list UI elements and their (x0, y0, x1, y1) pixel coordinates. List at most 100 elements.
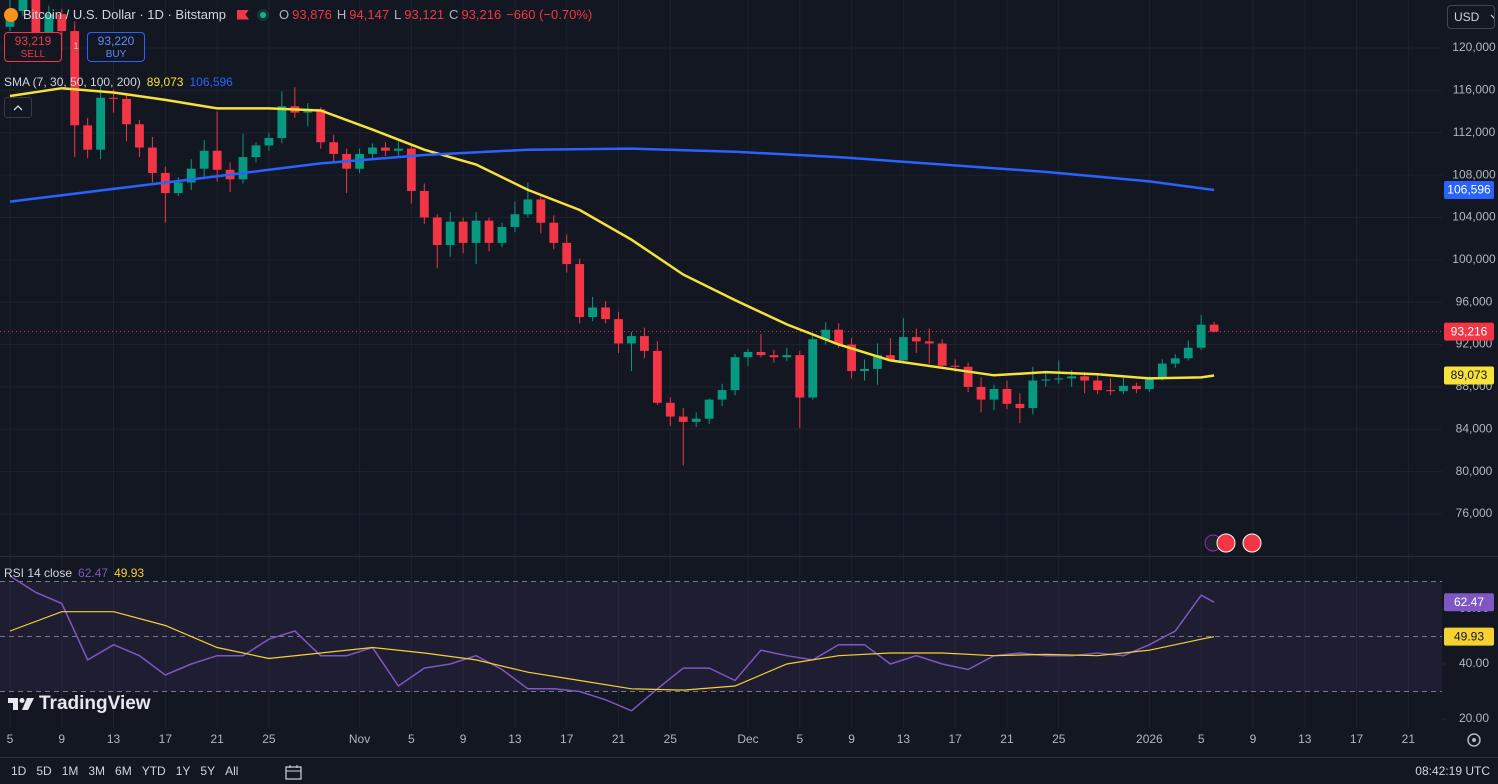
chevron-icon (13, 105, 23, 111)
candle-body (769, 355, 779, 358)
candle-body (562, 242, 572, 265)
x-tick-label: 21 (210, 732, 224, 746)
buy-button[interactable]: 93,220 BUY (87, 32, 145, 62)
candle-body (432, 217, 442, 245)
spread: 1 (73, 41, 79, 51)
last-price: 93,216 (1451, 324, 1488, 338)
candle-body (173, 182, 183, 194)
price-pane (5, 0, 1219, 466)
y-tick-label: 80,000 (1456, 464, 1493, 478)
candle-body (251, 145, 261, 158)
x-tick-label: 17 (560, 732, 574, 746)
axes: 76,00080,00084,00088,00092,00096,000100,… (7, 40, 1496, 746)
legend-value: 49.93 (114, 566, 145, 580)
candle-body (497, 226, 507, 243)
date-range-icon[interactable] (284, 764, 304, 780)
y-tick-label: 76,000 (1456, 506, 1493, 520)
candle-body (1106, 390, 1115, 392)
x-tick-label: 13 (107, 732, 121, 746)
candle-body (109, 97, 118, 99)
candle-body (665, 402, 675, 417)
range-button[interactable]: 1D (6, 764, 31, 778)
x-tick-label: 13 (897, 732, 911, 746)
candle-body (950, 365, 960, 367)
logo[interactable]: TradingView (8, 693, 151, 715)
range-button[interactable]: 5Y (195, 764, 220, 778)
candle-body (536, 199, 546, 223)
ohlc-key: L (394, 7, 402, 22)
range-button[interactable]: 6M (110, 764, 137, 778)
ohlc-value: 93,876 (292, 7, 332, 22)
event-icons (1204, 533, 1262, 553)
range-button[interactable]: All (220, 764, 243, 778)
candle-body (135, 124, 144, 148)
x-tick-label: 9 (848, 732, 855, 746)
collapse-button[interactable] (4, 97, 32, 118)
range-button[interactable]: YTD (137, 764, 171, 778)
buy-price: 93,220 (97, 34, 135, 48)
candle-body (1002, 389, 1012, 404)
candle-body (406, 148, 416, 191)
x-tick-label: 25 (664, 732, 678, 746)
flag-icon[interactable] (237, 9, 249, 20)
logo-text: TradingView (39, 693, 151, 714)
candle-body (1183, 347, 1193, 359)
sell-button[interactable]: 93,219 SELL (4, 32, 62, 62)
legend-value: 89,073 (146, 75, 184, 89)
ohlc-key: C (449, 7, 459, 22)
candle-body (1093, 380, 1102, 391)
candle-body (1157, 363, 1167, 379)
candle-body (122, 98, 131, 125)
candle-body (1054, 378, 1064, 380)
candle-body (640, 336, 649, 351)
range-button[interactable]: 5D (31, 764, 56, 778)
clock[interactable]: 08:42:19 UTC (1415, 764, 1490, 778)
rsi-legend[interactable]: RSI 14 close 62.47 49.93 (4, 566, 144, 580)
x-tick-label: 17 (1350, 732, 1364, 746)
candle-body (186, 168, 196, 183)
candle-body (989, 389, 999, 400)
y-tick-label: 108,000 (1452, 167, 1496, 181)
candle-body (1041, 379, 1051, 381)
candle-body (238, 157, 248, 180)
candle-body (627, 336, 636, 344)
candle-body (523, 199, 533, 215)
x-tick-label: 5 (7, 732, 14, 746)
candle-body (717, 390, 727, 400)
y-tick-label: 40.00 (1459, 656, 1489, 670)
candle-body (730, 357, 740, 391)
candle-body (924, 341, 934, 344)
event-icon[interactable] (1216, 533, 1236, 553)
candle-body (510, 214, 520, 227)
symbol-name[interactable]: Bitcoin / U.S. Dollar · 1D · Bitstamp (23, 7, 226, 22)
sma-legend[interactable]: SMA (7, 30, 50, 100, 200) 89,073 106,596 (4, 75, 233, 89)
y-tick-label: 96,000 (1456, 294, 1493, 308)
candle-body (1080, 376, 1090, 381)
x-tick-label: 9 (58, 732, 65, 746)
candle-body (743, 351, 753, 358)
candle-body (96, 97, 106, 150)
settings-icon[interactable] (1467, 733, 1481, 747)
buy-label: BUY (105, 49, 127, 60)
range-button[interactable]: 1M (57, 764, 84, 778)
rsi-title: RSI 14 close (4, 566, 73, 580)
candle-body (1196, 324, 1206, 348)
range-button[interactable]: 1Y (171, 764, 196, 778)
sell-label: SELL (20, 49, 46, 60)
candle-body (212, 150, 222, 170)
series-last-value-bg (1444, 366, 1494, 385)
range-buttons: 1D 5D 1M 3M 6M YTD 1Y 5Y All (6, 758, 243, 784)
logo-mark (8, 698, 34, 710)
candle-body (44, 14, 54, 34)
candle-body (911, 337, 921, 342)
rsi-pane (0, 575, 1442, 712)
candle-body (652, 350, 662, 403)
range-button[interactable]: 3M (83, 764, 110, 778)
legend-value: 106,596 (189, 75, 233, 89)
candle-body (886, 355, 895, 361)
currency-selector[interactable]: USD (1447, 5, 1495, 29)
event-icon[interactable] (1242, 533, 1262, 553)
candle-body (147, 147, 157, 173)
series-last-value-bg (1444, 180, 1494, 199)
